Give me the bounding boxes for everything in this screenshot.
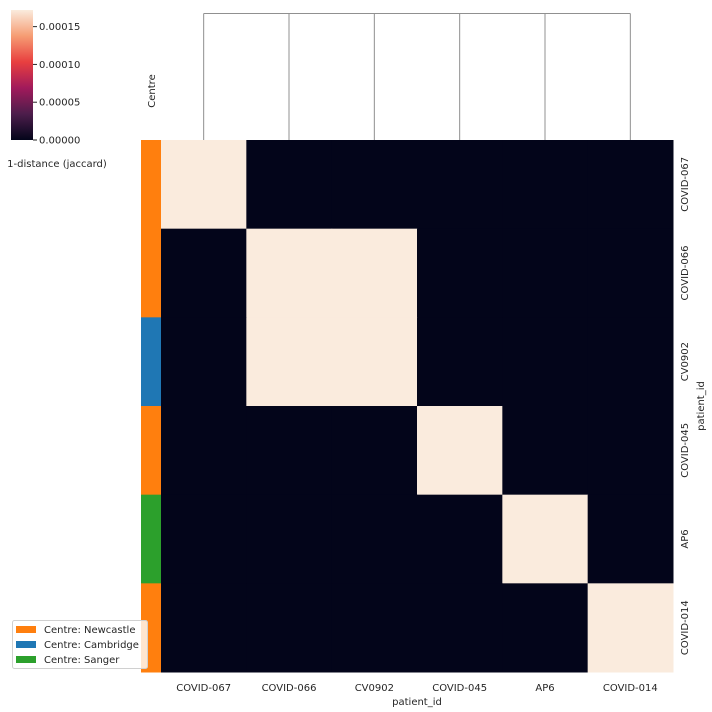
colorbar: 0.00000 0.00005 0.00010 0.00015 — [11, 10, 80, 147]
heatmap-cell — [587, 406, 674, 496]
heatmap-cell — [246, 494, 333, 584]
legend-label: Centre: Sanger — [44, 655, 120, 666]
heatmap-cell — [161, 228, 247, 318]
heatmap-cell — [417, 140, 503, 230]
y-tick-label: AP6 — [680, 529, 691, 548]
y-tick-label: COVID-066 — [680, 246, 691, 301]
heatmap-cell — [161, 406, 247, 496]
x-tick-label: AP6 — [535, 683, 554, 694]
row-colors-label: Centre — [147, 74, 158, 107]
heatmap-cell — [246, 140, 333, 230]
heatmap-cell — [246, 228, 333, 318]
heatmap-cell — [161, 317, 247, 407]
heatmap-cell — [502, 583, 589, 673]
heatmap-cell — [331, 406, 418, 496]
x-tick-label: CV0902 — [355, 683, 394, 694]
x-tick-label: COVID-045 — [432, 683, 487, 694]
heatmap-cell — [331, 494, 418, 584]
heatmap-cell — [331, 317, 418, 407]
heatmap-cell — [502, 406, 589, 496]
heatmap-cell — [502, 317, 589, 407]
heatmap-cell — [246, 583, 333, 673]
heatmap-cell — [587, 494, 674, 584]
row-color-cell — [141, 140, 161, 230]
heatmap-cell — [502, 140, 589, 230]
heatmap-cell — [331, 228, 418, 318]
legend: Centre: Newcastle Centre: Cambridge Centre… — [12, 620, 148, 669]
y-tick-label: COVID-014 — [680, 600, 691, 655]
heatmap-cell — [331, 140, 418, 230]
heatmap-cell — [161, 494, 247, 584]
heatmap-cell — [246, 317, 333, 407]
row-color-cell — [141, 228, 161, 318]
colorbar-tick-label: 0.00015 — [39, 22, 80, 33]
heatmap-cells — [161, 140, 674, 673]
x-tick-labels: COVID-067 COVID-066 CV0902 COVID-045 AP6 COVI… — [176, 683, 658, 694]
row-color-cell — [141, 494, 161, 584]
legend-frame — [12, 620, 148, 669]
colorbar-label: 1-distance (jaccard) — [7, 159, 107, 170]
y-axis-label: patient_id — [696, 381, 707, 431]
colorbar-tick-label: 0.00010 — [39, 60, 80, 71]
x-tick-label: COVID-067 — [176, 683, 231, 694]
heatmap-cell — [502, 494, 589, 584]
y-tick-labels: COVID-067 COVID-066 CV0902 COVID-045 AP6 COVI… — [680, 157, 691, 655]
heatmap-cell — [417, 228, 503, 318]
row-color-cell — [141, 406, 161, 496]
y-tick-label: CV0902 — [680, 342, 691, 381]
heatmap-cell — [587, 228, 674, 318]
heatmap-cell — [587, 140, 674, 230]
y-tick-label: COVID-067 — [680, 157, 691, 212]
colorbar-tick-label: 0.00000 — [39, 136, 80, 147]
legend-swatch — [16, 626, 36, 633]
x-tick-label: COVID-014 — [603, 683, 658, 694]
row-color-cell — [141, 317, 161, 407]
legend-swatch — [16, 656, 36, 663]
heatmap-cell — [246, 406, 333, 496]
x-axis-label: patient_id — [392, 697, 442, 708]
x-tick-label: COVID-066 — [262, 683, 317, 694]
heatmap-cell — [417, 317, 503, 407]
heatmap-cell — [502, 228, 589, 318]
legend-label: Centre: Newcastle — [44, 625, 135, 636]
heatmap-cell — [587, 583, 674, 673]
legend-label: Centre: Cambridge — [44, 640, 139, 651]
colorbar-gradient — [11, 10, 33, 140]
heatmap-cell — [161, 140, 247, 230]
heatmap-cell — [417, 494, 503, 584]
heatmap-cell — [417, 583, 503, 673]
y-tick-label: COVID-045 — [680, 423, 691, 478]
colorbar-tick-label: 0.00005 — [39, 98, 80, 109]
heatmap-cell — [161, 583, 247, 673]
heatmap-cell — [331, 583, 418, 673]
heatmap-cell — [587, 317, 674, 407]
legend-swatch — [16, 641, 36, 648]
heatmap-cell — [417, 406, 503, 496]
column-dendrogram — [203, 13, 631, 140]
row-color-strip — [141, 140, 161, 673]
